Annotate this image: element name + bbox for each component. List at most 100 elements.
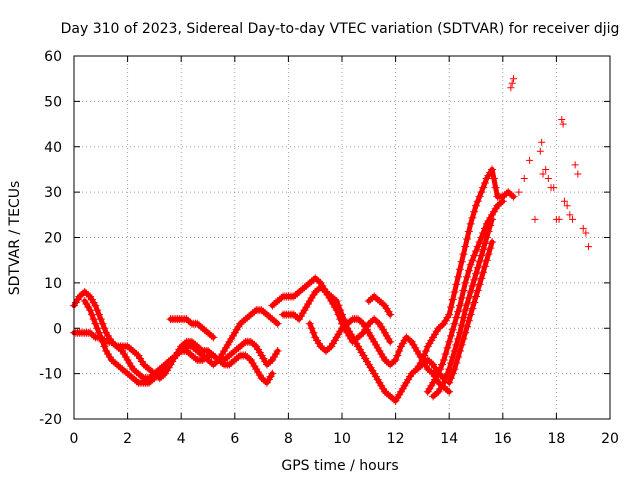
data-point: [111, 340, 120, 349]
data-point: [332, 297, 341, 306]
data-point: [100, 324, 109, 333]
y-axis-label: SDTVAR / TECUs: [7, 181, 23, 296]
series-track-9: [413, 165, 518, 374]
data-point: [438, 321, 447, 330]
data-point: [234, 352, 243, 361]
data-point: [357, 318, 366, 327]
data-point: [457, 321, 466, 330]
data-points: [70, 75, 593, 405]
data-point: [538, 138, 546, 146]
series-track-5: [268, 274, 395, 346]
data-point: [191, 354, 200, 363]
data-point: [475, 238, 484, 247]
data-point: [463, 272, 472, 281]
data-point: [568, 215, 576, 223]
data-point: [100, 342, 109, 351]
data-point: [273, 319, 282, 328]
x-tick-label: 0: [70, 431, 79, 447]
data-point: [488, 238, 497, 247]
data-point: [455, 265, 464, 274]
data-point: [520, 175, 528, 183]
data-point: [314, 277, 323, 286]
data-point: [571, 161, 579, 169]
data-point: [475, 192, 484, 201]
data-point: [486, 221, 495, 230]
x-tick-label: 6: [230, 431, 239, 447]
data-point: [445, 378, 454, 387]
data-point: [439, 356, 448, 365]
data-point: [448, 369, 457, 378]
data-point: [466, 310, 475, 319]
y-tick-labels: -20 -10 0 10 20 30 40 50 60: [39, 49, 62, 428]
data-point: [93, 324, 102, 333]
data-point: [261, 377, 270, 386]
data-point: [459, 250, 468, 259]
data-point: [86, 306, 95, 315]
data-point: [464, 316, 473, 325]
x-tick-label: 2: [123, 431, 132, 447]
data-point: [448, 325, 457, 334]
x-tick-label: 10: [333, 431, 351, 447]
data-point: [480, 239, 489, 248]
data-point: [338, 310, 346, 319]
data-point: [470, 207, 479, 216]
y-tick-label: 50: [44, 94, 62, 110]
series-track-12: [445, 238, 497, 387]
data-point: [473, 263, 482, 272]
data-point: [468, 213, 477, 222]
data-point: [507, 191, 516, 200]
data-point: [207, 331, 216, 340]
data-point: [526, 156, 534, 164]
data-point: [480, 262, 489, 271]
data-point: [389, 395, 398, 404]
data-point: [461, 242, 470, 251]
data-point: [479, 183, 488, 192]
data-point: [579, 224, 587, 232]
data-point: [418, 356, 427, 365]
data-point: [330, 295, 339, 304]
data-point: [544, 175, 552, 183]
data-point: [459, 313, 468, 322]
data-point: [466, 260, 475, 269]
data-point: [450, 287, 459, 296]
data-point: [550, 184, 558, 192]
data-point: [393, 351, 402, 360]
data-point: [96, 333, 105, 342]
series-track-7: [305, 315, 454, 396]
data-point: [84, 290, 93, 299]
data-point: [443, 386, 452, 395]
data-point: [536, 147, 544, 155]
data-point: [459, 286, 468, 295]
data-point: [555, 215, 563, 223]
data-point: [477, 251, 486, 260]
data-point: [89, 331, 98, 340]
data-point: [307, 324, 316, 333]
data-point: [510, 75, 518, 83]
data-point: [98, 337, 107, 346]
series-trail: [71, 289, 281, 381]
data-point: [455, 346, 464, 355]
data-point: [566, 211, 574, 219]
data-point: [468, 256, 477, 265]
y-tick-label: -10: [39, 367, 62, 383]
y-tick-label: 30: [44, 185, 62, 201]
y-tick-label: 10: [44, 276, 62, 292]
x-tick-label: 8: [284, 431, 293, 447]
data-point: [446, 331, 455, 340]
data-point: [450, 365, 459, 374]
data-point: [209, 333, 218, 342]
data-point: [91, 301, 100, 310]
data-point: [466, 219, 475, 228]
data-point: [250, 340, 259, 349]
data-point: [464, 266, 473, 275]
x-tick-label: 14: [440, 431, 458, 447]
data-point: [405, 336, 414, 345]
data-point: [95, 328, 104, 337]
series-track-8: [364, 292, 395, 319]
data-point: [443, 343, 452, 352]
data-point: [218, 359, 227, 368]
data-point: [507, 84, 515, 92]
data-point: [480, 179, 489, 188]
data-point: [508, 79, 516, 87]
